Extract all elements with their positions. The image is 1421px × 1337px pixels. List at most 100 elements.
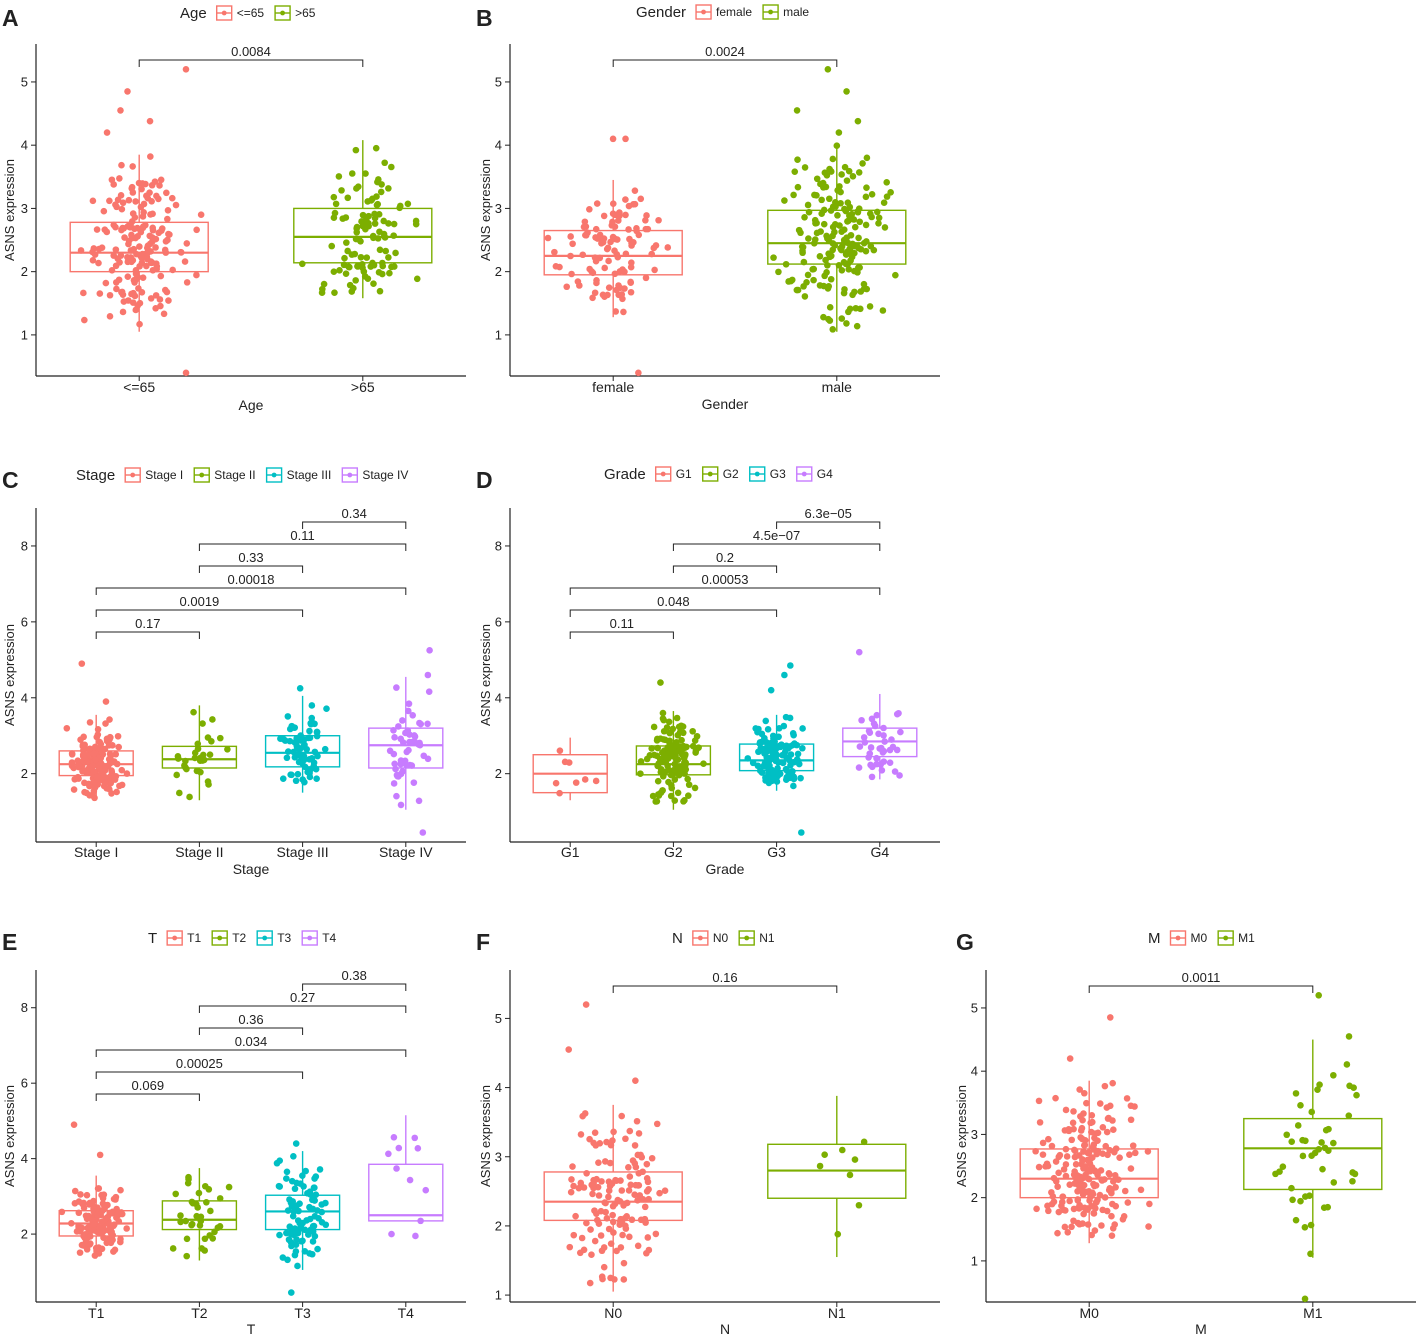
data-point — [790, 731, 797, 739]
data-point — [1110, 1126, 1117, 1134]
data-point — [654, 744, 662, 752]
data-point — [75, 1209, 83, 1217]
points-1 — [552, 747, 600, 797]
data-point — [652, 1230, 660, 1238]
p-value-label: 0.11 — [610, 616, 634, 631]
data-point — [309, 1228, 317, 1235]
data-point — [103, 735, 111, 743]
data-point — [659, 773, 667, 780]
data-point — [846, 1171, 854, 1179]
outlier-point — [182, 369, 190, 377]
data-point — [756, 767, 764, 775]
data-point — [365, 222, 372, 230]
data-point — [290, 1152, 297, 1160]
data-point — [396, 204, 403, 212]
comparison-6: 0.17 — [95, 616, 200, 639]
data-point — [411, 733, 419, 740]
data-point — [875, 220, 882, 227]
data-point — [100, 207, 108, 215]
data-point — [352, 277, 359, 284]
data-point — [607, 1240, 615, 1247]
outlier-point — [426, 647, 433, 654]
data-point — [1299, 1136, 1306, 1144]
points-4 — [385, 1134, 430, 1240]
data-point — [288, 1177, 296, 1185]
data-point — [417, 1217, 424, 1225]
data-point — [628, 259, 635, 267]
data-point — [85, 750, 93, 758]
data-point — [136, 243, 143, 250]
box-4 — [368, 1115, 444, 1222]
x-axis-title: Age — [239, 397, 264, 413]
data-point — [583, 1219, 590, 1227]
data-point — [593, 277, 600, 284]
data-point — [588, 1251, 595, 1259]
data-point — [157, 272, 165, 280]
data-point — [569, 1163, 576, 1170]
data-point — [605, 284, 613, 291]
data-point — [879, 307, 887, 314]
data-point — [408, 762, 416, 769]
data-point — [826, 165, 833, 173]
data-point — [90, 1197, 97, 1205]
data-point — [762, 746, 770, 753]
data-point — [374, 235, 382, 242]
data-point — [376, 228, 383, 236]
data-point — [1319, 1165, 1326, 1173]
data-point — [600, 1244, 608, 1251]
data-point — [96, 290, 104, 297]
data-point — [580, 1184, 588, 1191]
box-iqr — [161, 1200, 238, 1231]
x-axis-title: Grade — [706, 861, 745, 877]
data-point — [75, 761, 83, 769]
data-point — [1330, 1139, 1337, 1147]
data-point — [1066, 1197, 1073, 1205]
data-point — [186, 793, 193, 801]
data-point — [192, 1200, 200, 1208]
data-point — [370, 280, 377, 287]
data-point — [90, 768, 98, 775]
y-tick-label: 1 — [21, 327, 28, 342]
data-point — [589, 294, 596, 302]
legend-entry-3: T3 — [277, 931, 291, 945]
data-point — [410, 779, 418, 786]
outlier-point — [787, 662, 794, 669]
data-point — [83, 1191, 91, 1199]
data-point — [622, 1225, 630, 1232]
data-point — [1090, 1210, 1098, 1217]
y-axis-title: ASNS expression — [954, 1085, 969, 1187]
y-axis-title: ASNS expression — [478, 159, 493, 261]
data-point — [169, 266, 176, 274]
points-1 — [565, 1001, 669, 1287]
legend-a: Age <=65 >65 — [180, 5, 316, 22]
comparison-2: 0.27 — [198, 990, 407, 1013]
data-point — [399, 768, 406, 775]
data-point — [605, 1225, 613, 1233]
legend-key-3 — [265, 467, 283, 483]
data-point — [332, 200, 340, 208]
comparison-4: 0.00018 — [95, 572, 407, 595]
data-point — [63, 724, 71, 732]
points-1 — [58, 1121, 130, 1259]
outlier-point — [1345, 1033, 1353, 1040]
data-point — [1062, 1145, 1070, 1153]
data-point — [664, 762, 671, 770]
data-point — [295, 1207, 302, 1215]
y-tick-label: 3 — [495, 201, 502, 216]
data-point — [142, 221, 149, 229]
data-point — [283, 754, 291, 762]
data-point — [68, 762, 76, 770]
data-point — [412, 220, 420, 228]
data-point — [1055, 1208, 1063, 1216]
data-point — [1092, 1199, 1100, 1206]
comparison-bracket — [198, 1027, 304, 1035]
data-point — [636, 1192, 644, 1199]
data-point — [572, 779, 580, 786]
data-point — [625, 1187, 633, 1194]
data-point — [139, 180, 146, 187]
data-point — [603, 1138, 610, 1146]
comparison-bracket — [672, 565, 778, 573]
x-tick-label: T4 — [398, 1305, 415, 1321]
